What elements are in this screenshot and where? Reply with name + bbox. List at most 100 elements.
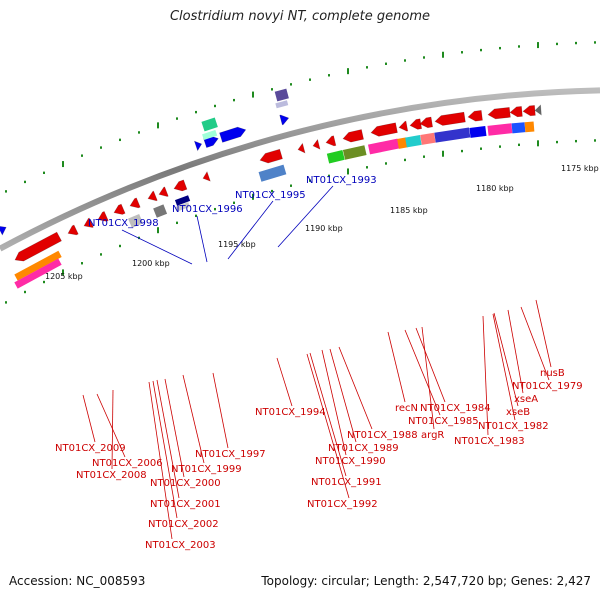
gene-arrow[interactable] xyxy=(201,170,211,183)
gene-arrow[interactable] xyxy=(509,106,523,118)
gene-arrow[interactable] xyxy=(370,122,398,138)
leader-line xyxy=(321,349,347,456)
domain-box[interactable] xyxy=(420,132,436,145)
gene-arrow[interactable] xyxy=(128,197,141,211)
scale-tick xyxy=(252,91,254,98)
gene-arrow[interactable] xyxy=(409,118,423,131)
gene-label[interactable]: NT01CX_2001 xyxy=(150,499,221,510)
gene-arrow[interactable] xyxy=(434,111,466,126)
gene-arrow[interactable] xyxy=(82,217,94,230)
gene-arrow[interactable] xyxy=(279,113,290,126)
domain-box[interactable] xyxy=(326,150,345,164)
domain-box[interactable] xyxy=(128,214,143,228)
domain-box[interactable] xyxy=(174,195,191,206)
gene-label[interactable]: NT01CX_2006 xyxy=(92,458,163,469)
domain-box[interactable] xyxy=(434,127,471,143)
domain-box[interactable] xyxy=(342,145,367,160)
scale-tick xyxy=(328,174,330,178)
gene-label[interactable]: argR xyxy=(421,430,444,441)
domain-box[interactable] xyxy=(153,204,168,218)
domain-box[interactable] xyxy=(367,138,400,155)
gene-arrow[interactable] xyxy=(325,135,337,148)
gene-label[interactable]: NT01CX_1996 xyxy=(172,204,243,215)
gene-label[interactable]: NT01CX_1988 xyxy=(347,430,418,441)
gene-label[interactable]: xseB xyxy=(506,407,530,418)
gene-arrow[interactable] xyxy=(297,142,306,154)
gene-arrow[interactable] xyxy=(419,116,433,129)
scale-tick xyxy=(309,78,311,81)
scale-tick xyxy=(385,62,387,65)
gene-label[interactable]: NT01CX_1982 xyxy=(478,421,549,432)
gene-arrow[interactable] xyxy=(259,148,283,165)
gene-arrow[interactable] xyxy=(193,139,203,152)
gene-label[interactable]: NT01CX_1995 xyxy=(235,190,306,201)
gene-label[interactable]: recN xyxy=(395,403,418,414)
scale-tick xyxy=(271,88,273,91)
domain-box[interactable] xyxy=(511,122,526,134)
scale-tick xyxy=(62,269,64,276)
domain-box[interactable] xyxy=(175,202,190,212)
gene-label[interactable]: NT01CX_1992 xyxy=(307,499,378,510)
gene-label[interactable]: NT01CX_2003 xyxy=(145,540,216,551)
gene-label[interactable]: NT01CX_1994 xyxy=(255,407,326,418)
gene-label[interactable]: NT01CX_2002 xyxy=(148,519,219,530)
leader-line xyxy=(415,327,446,403)
gene-label[interactable]: NT01CX_1984 xyxy=(420,403,491,414)
gene-arrow[interactable] xyxy=(13,231,62,264)
domain-box[interactable] xyxy=(274,88,289,102)
scale-tick xyxy=(233,201,235,204)
gene-arrow[interactable] xyxy=(487,107,511,120)
scale-tick xyxy=(347,168,349,175)
gene-label[interactable]: nusB xyxy=(540,368,565,379)
gene-arrow[interactable] xyxy=(146,190,158,203)
gene-label[interactable]: NT01CX_1997 xyxy=(195,449,266,460)
gene-arrow[interactable] xyxy=(219,125,247,143)
scale-tick xyxy=(290,83,292,86)
genome-backbone xyxy=(0,87,600,252)
gene-arrow[interactable] xyxy=(398,120,409,132)
domain-box[interactable] xyxy=(258,164,287,182)
gene-arrow[interactable] xyxy=(522,105,536,117)
gene-arrow[interactable] xyxy=(534,104,542,116)
gene-arrow[interactable] xyxy=(172,179,188,194)
gene-arrow[interactable] xyxy=(157,186,169,199)
gene-label[interactable]: NT01CX_1985 xyxy=(408,416,479,427)
domain-box[interactable] xyxy=(14,258,62,289)
domain-box[interactable] xyxy=(14,250,62,281)
scale-tick xyxy=(271,189,273,193)
domain-box[interactable] xyxy=(397,137,408,149)
domain-box[interactable] xyxy=(202,129,218,141)
gene-label[interactable]: NT01CX_1983 xyxy=(454,436,525,447)
gene-arrow[interactable] xyxy=(312,138,321,151)
gene-arrow[interactable] xyxy=(342,129,364,143)
gene-label[interactable]: NT01CX_2009 xyxy=(55,443,126,454)
domain-box[interactable] xyxy=(469,125,487,138)
gene-arrow[interactable] xyxy=(112,203,126,217)
domain-box[interactable] xyxy=(405,134,422,148)
gene-label[interactable]: NT01CX_1989 xyxy=(328,443,399,454)
domain-box[interactable] xyxy=(275,100,289,109)
domain-box[interactable] xyxy=(524,121,535,133)
leader-line xyxy=(156,379,180,499)
gene-arrow[interactable] xyxy=(96,210,109,224)
domain-box[interactable] xyxy=(201,117,218,132)
gene-label[interactable]: NT01CX_2008 xyxy=(76,470,147,481)
gene-arrow[interactable] xyxy=(66,224,79,238)
gene-arrow[interactable] xyxy=(0,223,9,236)
gene-label[interactable]: NT01CX_1993 xyxy=(306,175,377,186)
gene-label[interactable]: NT01CX_1990 xyxy=(315,456,386,467)
gene-arrow[interactable] xyxy=(467,110,483,122)
gene-label[interactable]: NT01CX_1979 xyxy=(512,381,583,392)
gene-label[interactable]: xseA xyxy=(514,394,538,405)
scale-tick xyxy=(518,143,520,147)
leader-line xyxy=(492,313,516,421)
gene-label[interactable]: NT01CX_1998 xyxy=(88,218,159,229)
domain-box[interactable] xyxy=(487,123,513,136)
gene-label[interactable]: NT01CX_1999 xyxy=(171,464,242,475)
gene-label[interactable]: NT01CX_1991 xyxy=(311,477,382,488)
scale-tick xyxy=(157,227,159,234)
leader-line xyxy=(493,312,519,407)
leader-line xyxy=(338,346,373,430)
scale-label: 1195 kbp xyxy=(218,240,256,249)
gene-label[interactable]: NT01CX_2000 xyxy=(150,478,221,489)
